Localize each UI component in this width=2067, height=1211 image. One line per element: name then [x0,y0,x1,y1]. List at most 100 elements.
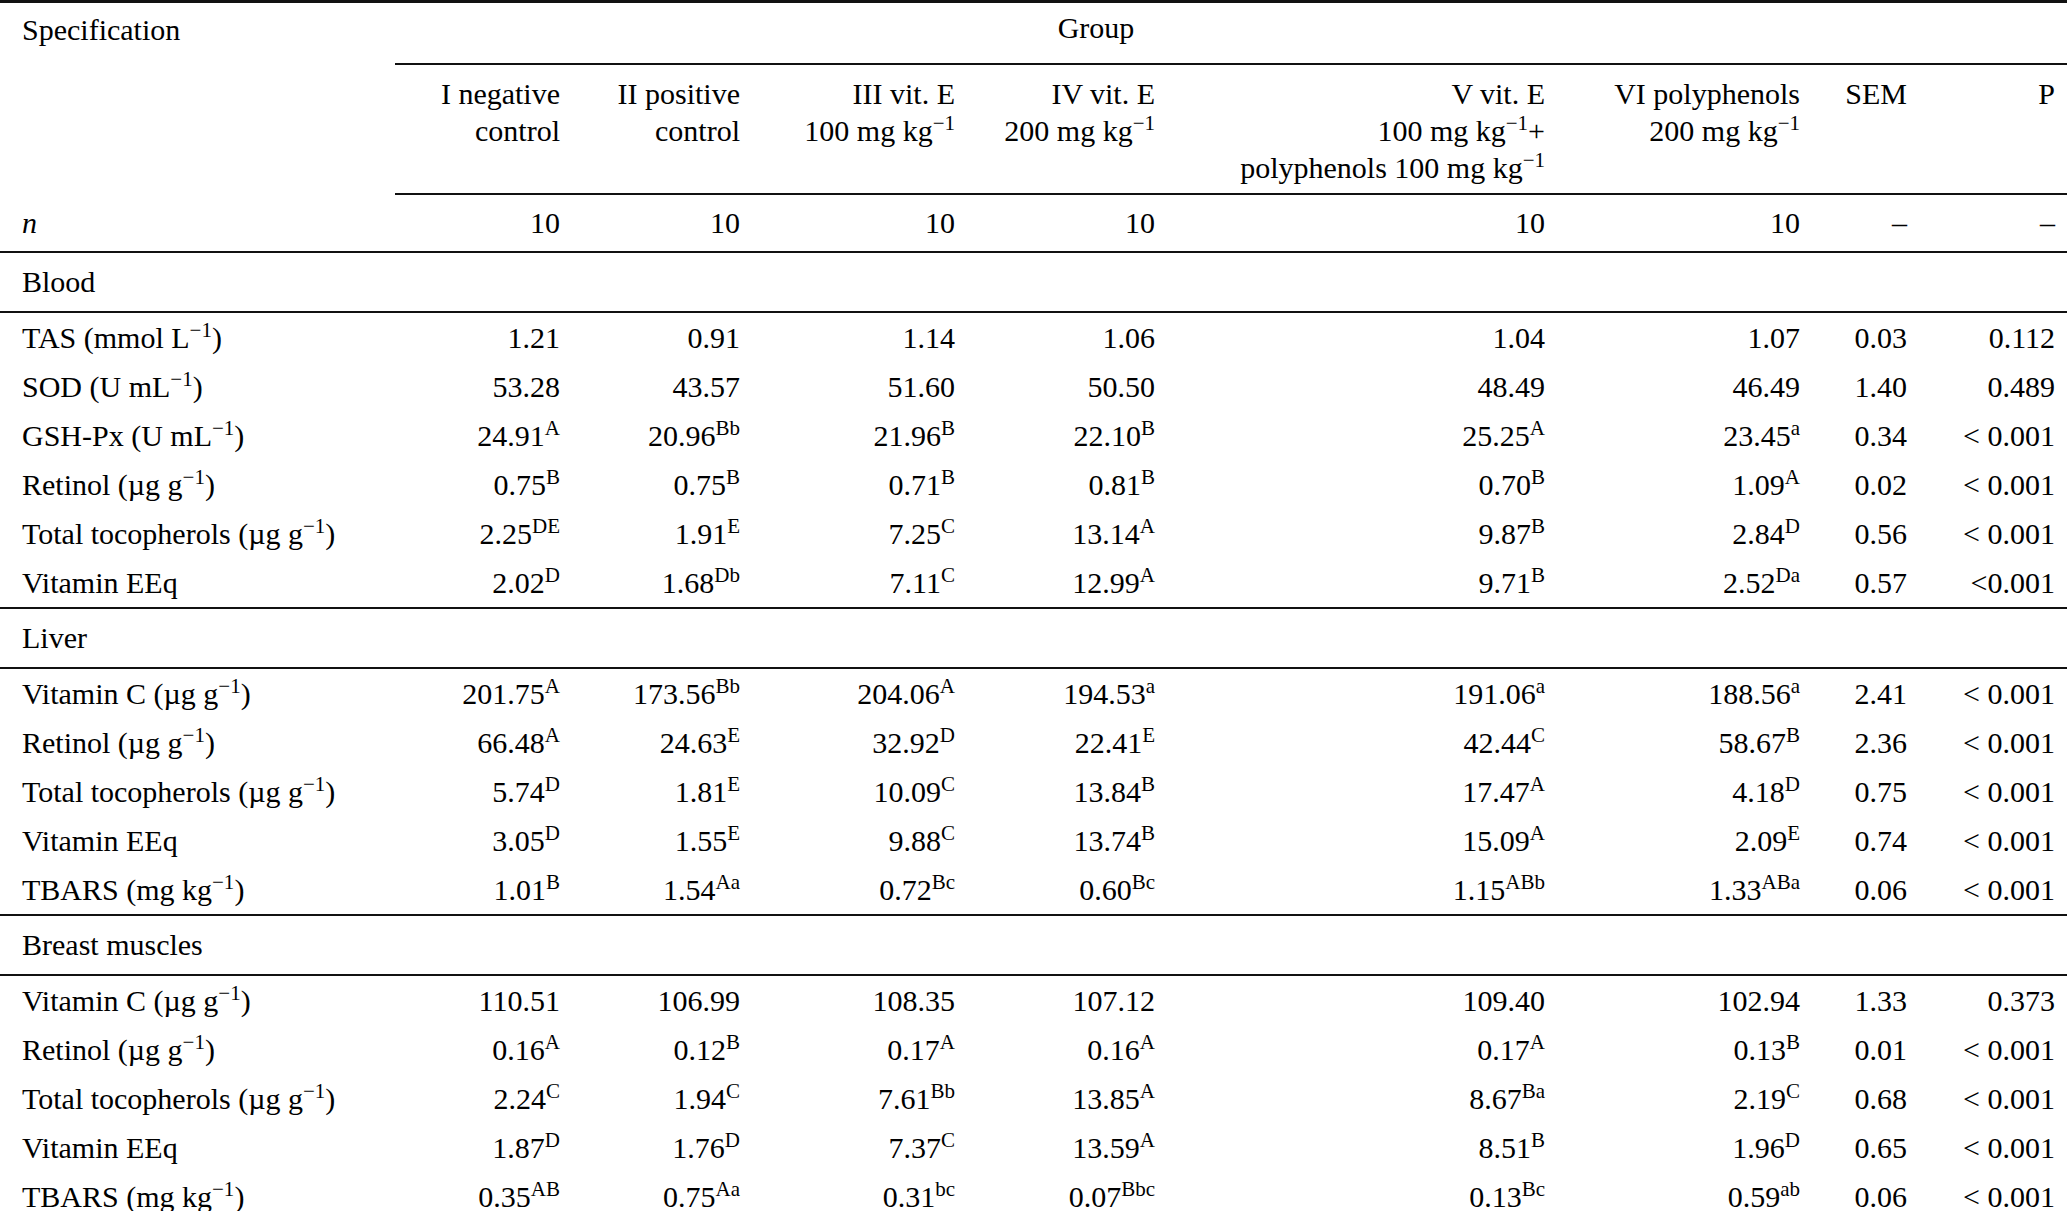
row-label: Vitamin EEq [0,558,395,608]
value-cell: 1.07 [1545,312,1800,362]
value-cell: < 0.001 [1907,718,2067,767]
value-cell: 0.03 [1800,312,1907,362]
value-cell: < 0.001 [1907,509,2067,558]
value-cell: 1.55E [560,816,740,865]
section-label: Blood [0,252,2067,312]
value-cell: 0.91 [560,312,740,362]
value-cell: 106.99 [560,975,740,1025]
value-cell: < 0.001 [1907,816,2067,865]
value-cell: 0.12B [560,1025,740,1074]
table-row: Retinol (µg g−1)66.48A24.63E32.92D22.41E… [0,718,2067,767]
value-cell: 7.61Bb [740,1074,955,1123]
section-label: Breast muscles [0,915,2067,975]
value-cell: 7.25C [740,509,955,558]
value-cell: 0.57 [1800,558,1907,608]
value-cell: 2.36 [1800,718,1907,767]
value-cell: 1.91E [560,509,740,558]
value-cell: 1.40 [1800,362,1907,411]
value-cell: < 0.001 [1907,1123,2067,1172]
column-header: SEM [1800,64,1907,194]
value-cell: 2.09E [1545,816,1800,865]
value-cell: 9.71B [1155,558,1545,608]
value-cell: 2.02D [395,558,560,608]
value-cell: 1.14 [740,312,955,362]
value-cell: 0.17A [740,1025,955,1074]
table-row: Retinol (µg g−1)0.75B0.75B0.71B0.81B0.70… [0,460,2067,509]
value-cell: 191.06a [1155,668,1545,718]
value-cell: 0.60Bc [955,865,1155,915]
value-cell: 5.74D [395,767,560,816]
paper-table-page: Specification Group I negativecontrolII … [0,0,2067,1211]
value-cell: 42.44C [1155,718,1545,767]
value-cell: 13.59A [955,1123,1155,1172]
value-cell: 0.13Bc [1155,1172,1545,1211]
value-cell: 108.35 [740,975,955,1025]
value-cell: 8.51B [1155,1123,1545,1172]
value-cell: 1.01B [395,865,560,915]
value-cell: – [1800,194,1907,252]
row-label: Vitamin C (µg g−1) [0,975,395,1025]
value-cell: 0.71B [740,460,955,509]
row-label: Retinol (µg g−1) [0,460,395,509]
value-cell: 4.18D [1545,767,1800,816]
column-header: IV vit. E200 mg kg−1 [955,64,1155,194]
value-cell: 1.87D [395,1123,560,1172]
value-cell: 0.06 [1800,865,1907,915]
value-cell: 53.28 [395,362,560,411]
value-cell: 0.16A [955,1025,1155,1074]
table-row: GSH-Px (U mL−1)24.91A20.96Bb21.96B22.10B… [0,411,2067,460]
value-cell: 22.10B [955,411,1155,460]
value-cell: 13.85A [955,1074,1155,1123]
row-label: Vitamin EEq [0,816,395,865]
value-cell: 13.74B [955,816,1155,865]
value-cell: 0.34 [1800,411,1907,460]
value-cell: 1.76D [560,1123,740,1172]
value-cell: 1.21 [395,312,560,362]
value-cell: – [1907,194,2067,252]
table-row: TBARS (mg kg−1)1.01B1.54Aa0.72Bc0.60Bc1.… [0,865,2067,915]
value-cell: 17.47A [1155,767,1545,816]
row-label: TBARS (mg kg−1) [0,1172,395,1211]
value-cell: 0.74 [1800,816,1907,865]
value-cell: 0.75B [395,460,560,509]
value-cell: 0.81B [955,460,1155,509]
value-cell: 10 [395,194,560,252]
value-cell: 1.54Aa [560,865,740,915]
value-cell: 2.25DE [395,509,560,558]
value-cell: < 0.001 [1907,1074,2067,1123]
value-cell: 0.72Bc [740,865,955,915]
value-cell: 1.33ABa [1545,865,1800,915]
value-cell: 50.50 [955,362,1155,411]
value-cell: 1.04 [1155,312,1545,362]
value-cell: 3.05D [395,816,560,865]
value-cell: 7.37C [740,1123,955,1172]
section-row: Liver [0,608,2067,668]
row-label: Retinol (µg g−1) [0,718,395,767]
value-cell: 0.31bc [740,1172,955,1211]
value-cell: 194.53a [955,668,1155,718]
value-cell: 173.56Bb [560,668,740,718]
value-cell: 0.16A [395,1025,560,1074]
table-row: Total tocopherols (µg g−1)5.74D1.81E10.0… [0,767,2067,816]
value-cell: 2.41 [1800,668,1907,718]
value-cell: 9.87B [1155,509,1545,558]
value-cell: 0.70B [1155,460,1545,509]
column-header: VI polyphenols200 mg kg−1 [1545,64,1800,194]
value-cell: < 0.001 [1907,460,2067,509]
table-row: Total tocopherols (µg g−1)2.25DE1.91E7.2… [0,509,2067,558]
row-label: Total tocopherols (µg g−1) [0,767,395,816]
section-label: Liver [0,608,2067,668]
value-cell: < 0.001 [1907,865,2067,915]
table-row: Vitamin EEq3.05D1.55E9.88C13.74B15.09A2.… [0,816,2067,865]
value-cell: 188.56a [1545,668,1800,718]
table-row: Vitamin C (µg g−1)110.51106.99108.35107.… [0,975,2067,1025]
value-cell: 51.60 [740,362,955,411]
section-row: Breast muscles [0,915,2067,975]
value-cell: 0.35AB [395,1172,560,1211]
table-row: Vitamin EEq1.87D1.76D7.37C13.59A8.51B1.9… [0,1123,2067,1172]
value-cell: 1.68Db [560,558,740,608]
table-row: Vitamin C (µg g−1)201.75A173.56Bb204.06A… [0,668,2067,718]
value-cell: 10 [955,194,1155,252]
value-cell: 1.94C [560,1074,740,1123]
row-label: SOD (U mL−1) [0,362,395,411]
